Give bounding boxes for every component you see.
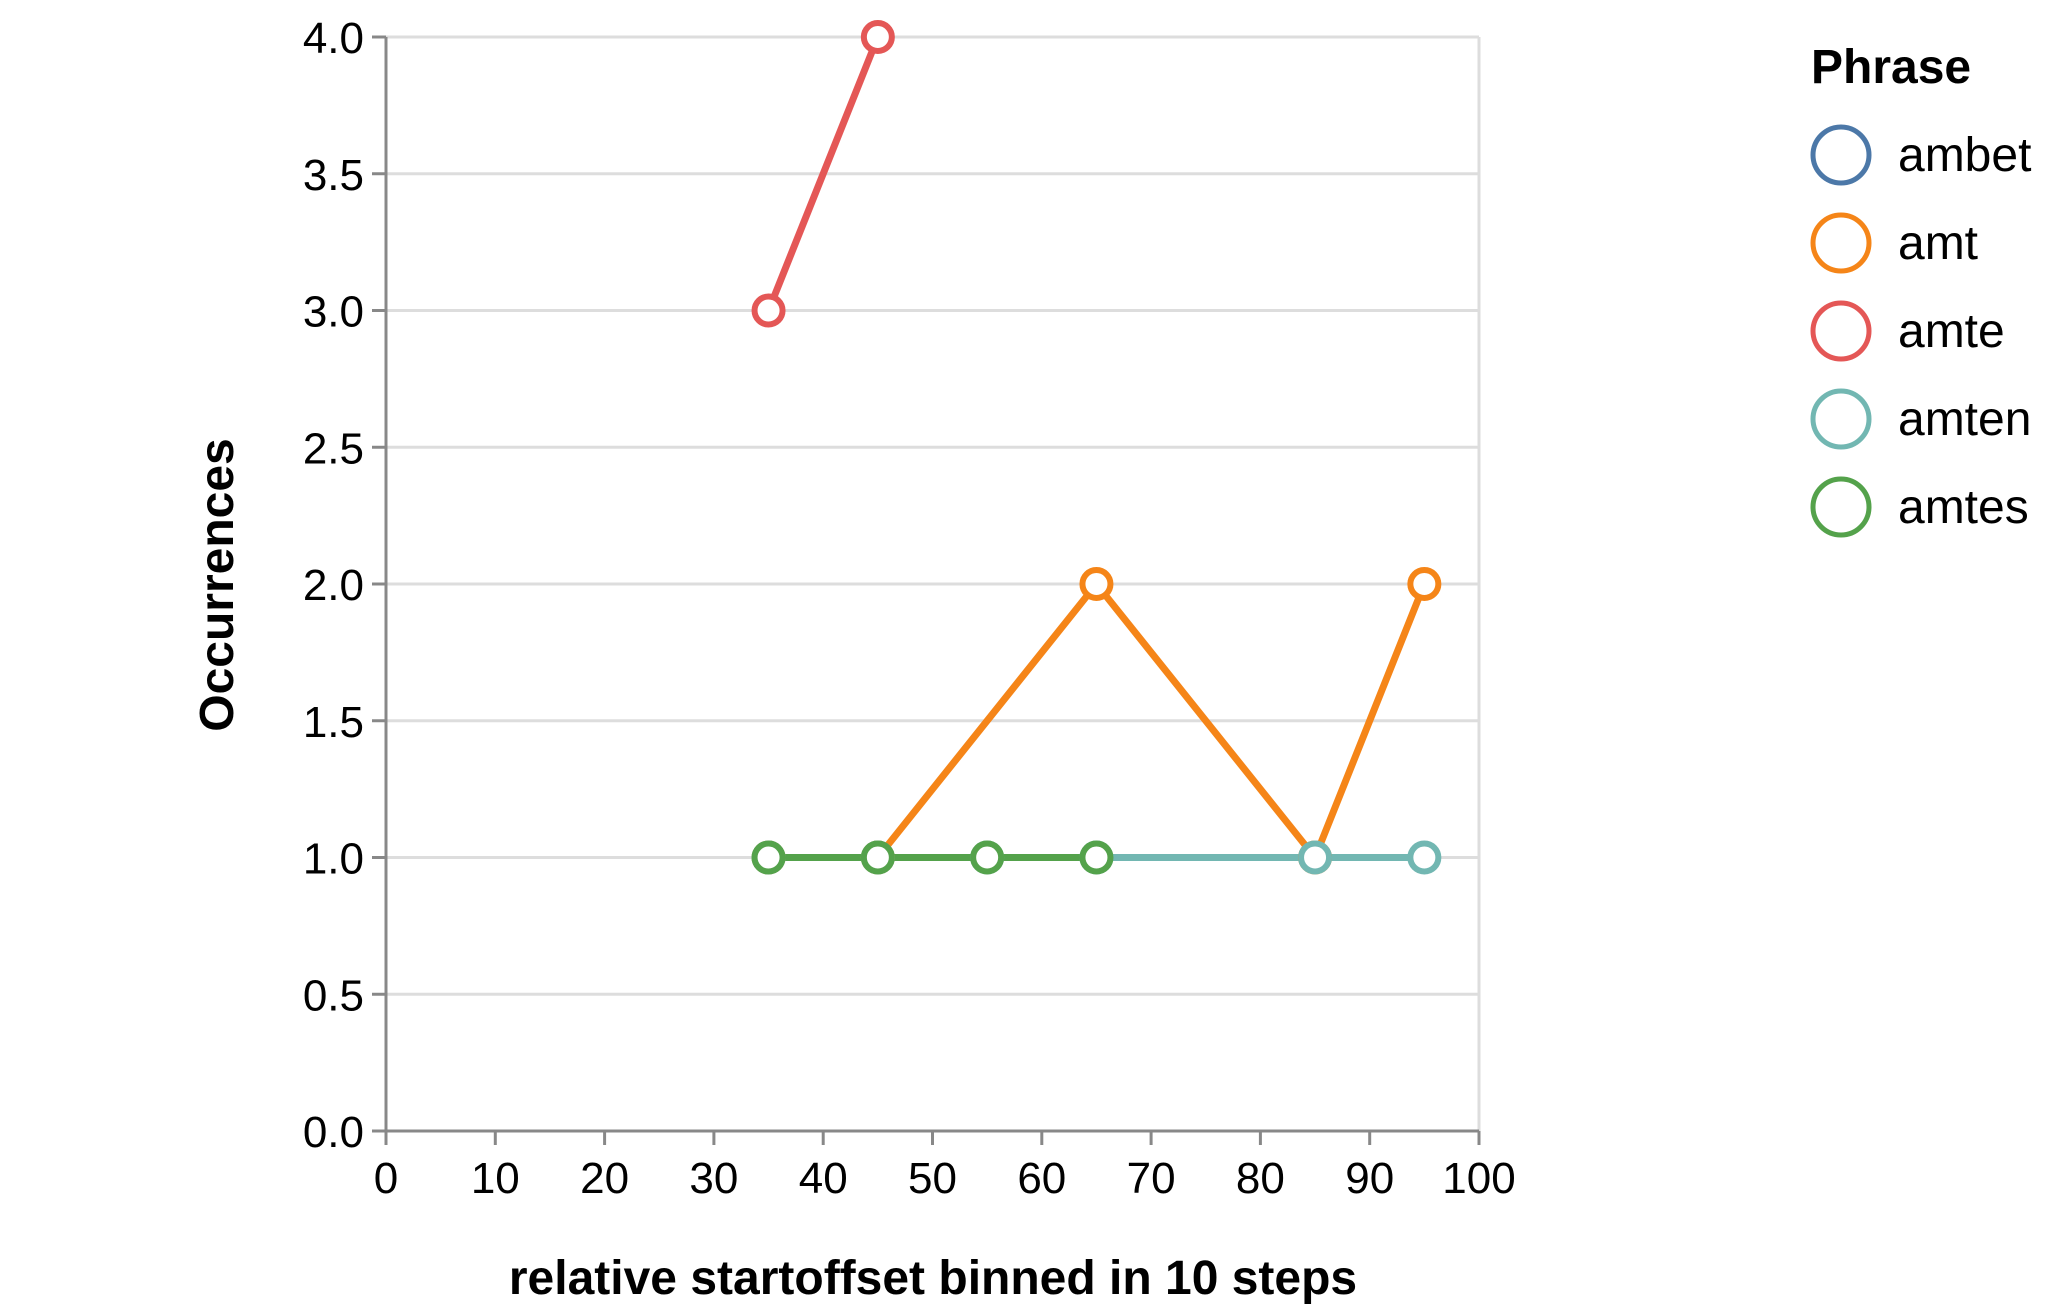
y-tick-label: 2.0: [303, 561, 364, 610]
legend-symbol-ambet: [1810, 124, 1872, 186]
y-tick-label: 0.5: [303, 971, 364, 1020]
y-tick-label: 3.5: [303, 151, 364, 200]
x-tick-label: 10: [471, 1154, 520, 1203]
legend-items: ambet amt amte amten amtes: [1810, 124, 2031, 538]
data-point-amtes: [860, 840, 895, 875]
series-line-amte: [765, 35, 882, 312]
y-axis-title: Occurrences: [191, 438, 244, 732]
data-point-amte: [860, 20, 895, 54]
legend-label-amte: amte: [1898, 305, 2005, 358]
data-point-amten: [1298, 840, 1333, 875]
legend: Phrase ambet amt amte amten amtes: [1810, 41, 2031, 538]
data-point-amte: [751, 293, 786, 328]
legend-symbol-amten: [1810, 388, 1872, 450]
legend-label-amten: amten: [1898, 393, 2031, 446]
y-tick-label: 0.0: [303, 1108, 364, 1157]
x-tick-label: 50: [908, 1154, 957, 1203]
legend-label-amtes: amtes: [1898, 481, 2029, 534]
gridlines: [386, 35, 1481, 1133]
x-tick-label: 60: [1017, 1154, 1066, 1203]
legend-symbol-amtes: [1810, 476, 1872, 538]
data-point-amtes: [970, 840, 1005, 875]
y-tick-label: 1.5: [303, 698, 364, 747]
data-point-amt: [1407, 567, 1442, 601]
y-tick-label: 2.5: [303, 424, 364, 473]
legend-symbol-amt: [1810, 212, 1872, 274]
legend-label-amt: amt: [1898, 217, 1978, 270]
x-axis-title: relative startoffset binned in 10 steps: [509, 1252, 1357, 1305]
x-tick-label: 100: [1442, 1154, 1515, 1203]
data-point-amten: [1407, 840, 1442, 875]
axes: 0.0 0.5 1.0 1.5 2.0 2.5 3.0 3.5 4.0 0 10 20 30 40 50 60…: [303, 14, 1516, 1203]
data-point-amtes: [1079, 840, 1114, 875]
x-tick-label: 90: [1345, 1154, 1394, 1203]
legend-title: Phrase: [1811, 41, 1971, 94]
legend-label-ambet: ambet: [1898, 129, 2031, 182]
x-tick-label: 70: [1127, 1154, 1176, 1203]
x-tick-label: 20: [580, 1154, 629, 1203]
x-tick-label: 30: [689, 1154, 738, 1203]
data-point-amt: [1079, 567, 1114, 601]
x-tick-label: 80: [1236, 1154, 1285, 1203]
y-tick-label: 1.0: [303, 835, 364, 884]
data-points: [751, 20, 1442, 875]
x-tick-label: 0: [374, 1154, 398, 1203]
legend-symbol-amte: [1810, 300, 1872, 362]
x-tick-label: 40: [799, 1154, 848, 1203]
y-tick-label: 4.0: [303, 14, 364, 63]
y-tick-label: 3.0: [303, 288, 364, 337]
data-point-amtes: [751, 840, 786, 875]
